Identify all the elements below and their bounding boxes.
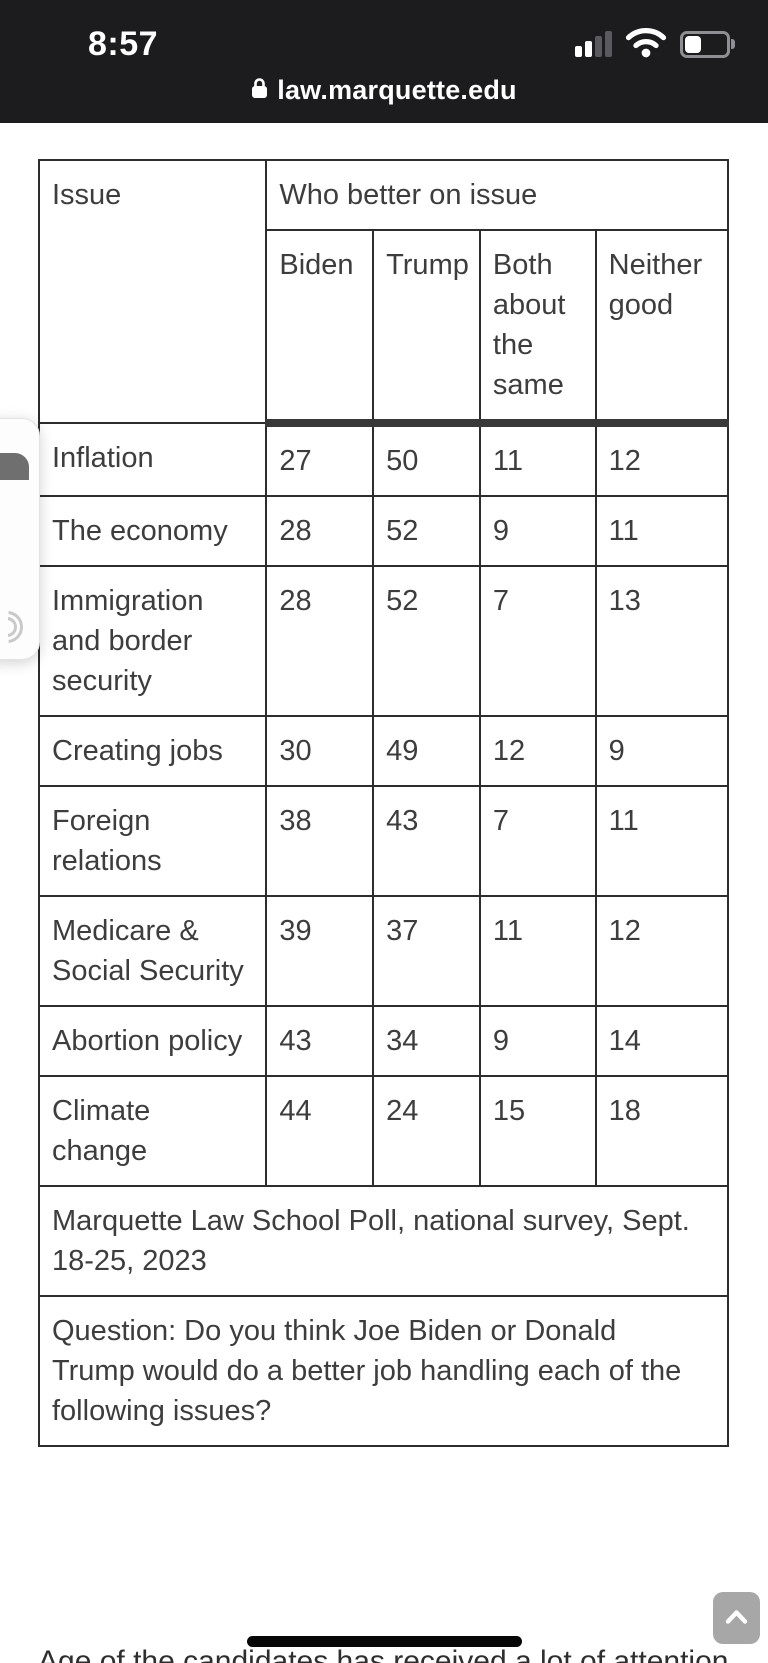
both-value-cell: 11 — [478, 422, 597, 497]
cellular-signal-icon — [575, 31, 612, 57]
scroll-to-top-button[interactable] — [713, 1592, 760, 1644]
status-bar-top-row: 8:57 — [0, 0, 768, 64]
trump-value-cell: 34 — [372, 1005, 481, 1077]
trump-value-cell: 49 — [372, 715, 481, 787]
signal-bar — [595, 36, 602, 57]
source-note: Marquette Law School Poll, national surv… — [38, 1185, 729, 1297]
neither-value-cell: 11 — [594, 785, 730, 897]
table-row: Abortion policy 43 34 9 14 — [37, 1005, 730, 1077]
trump-value-cell: 37 — [372, 895, 481, 1007]
neither-value-cell: 12 — [594, 422, 730, 497]
url-text: law.marquette.edu — [277, 75, 517, 105]
biden-value-cell: 38 — [265, 785, 375, 897]
issue-cell: Inflation — [37, 422, 268, 497]
neither-value-cell: 14 — [594, 1005, 730, 1077]
issue-column-header: Issue — [37, 159, 268, 424]
chevron-up-icon — [725, 1609, 748, 1627]
biden-value-cell: 27 — [265, 422, 375, 497]
biden-value-cell: 28 — [265, 565, 375, 717]
table-row: Immigration and border security 28 52 7 … — [37, 565, 730, 717]
table-row: Inflation 27 50 11 12 — [37, 422, 730, 497]
table-row: Creating jobs 30 49 12 9 — [37, 715, 730, 787]
group-header: Who better on issue — [265, 159, 729, 231]
wifi-icon — [625, 26, 667, 63]
column-header-both: Both about the same — [478, 229, 597, 427]
signal-bar — [585, 41, 592, 57]
trump-value-cell: 50 — [372, 422, 481, 497]
poll-table-body: Inflation 27 50 11 12 The economy 28 52 … — [37, 422, 730, 1187]
both-value-cell: 9 — [478, 495, 597, 567]
both-value-cell: 12 — [478, 715, 597, 787]
neither-value-cell: 9 — [594, 715, 730, 787]
poll-table-notes: Marquette Law School Poll, national surv… — [38, 1185, 729, 1447]
biden-value-cell: 43 — [265, 1005, 375, 1077]
biden-value-cell: 30 — [265, 715, 375, 787]
trump-value-cell: 43 — [372, 785, 481, 897]
column-header-biden: Biden — [265, 229, 375, 427]
trump-value-cell: 52 — [372, 565, 481, 717]
issue-cell: Immigration and border security — [37, 565, 268, 717]
next-paragraph-text: Age of the candidates has received a lot… — [38, 1645, 729, 1663]
both-value-cell: 11 — [478, 895, 597, 1007]
biden-value-cell: 44 — [265, 1075, 375, 1187]
neither-value-cell: 13 — [594, 565, 730, 717]
table-row: Climate change 44 24 15 18 — [37, 1075, 730, 1187]
issue-cell: Creating jobs — [37, 715, 268, 787]
issue-cell: The economy — [37, 495, 268, 567]
battery-fill — [685, 35, 701, 53]
neither-value-cell: 11 — [594, 495, 730, 567]
column-header-trump: Trump — [372, 229, 481, 427]
battery-nub — [731, 38, 735, 49]
neither-value-cell: 18 — [594, 1075, 730, 1187]
issue-cell: Climate change — [37, 1075, 268, 1187]
both-value-cell: 9 — [478, 1005, 597, 1077]
biden-value-cell: 39 — [265, 895, 375, 1007]
trump-value-cell: 24 — [372, 1075, 481, 1187]
neither-value-cell: 12 — [594, 895, 730, 1007]
table-row: The economy 28 52 9 11 — [37, 495, 730, 567]
both-value-cell: 7 — [478, 785, 597, 897]
question-note: Question: Do you think Joe Biden or Dona… — [38, 1295, 729, 1447]
signal-bar — [605, 31, 612, 57]
home-indicator[interactable] — [247, 1636, 522, 1647]
widget-handle[interactable] — [0, 453, 29, 480]
issue-cell: Foreign relations — [37, 785, 268, 897]
status-icons — [575, 26, 735, 63]
table-row: Foreign relations 38 43 7 11 — [37, 785, 730, 897]
clock: 8:57 — [88, 24, 159, 63]
both-value-cell: 7 — [478, 565, 597, 717]
issue-cell: Medicare & Social Security — [37, 895, 268, 1007]
table-row: Medicare & Social Security 39 37 11 12 — [37, 895, 730, 1007]
status-bar: 8:57 — [0, 0, 768, 123]
side-floating-widget[interactable] — [0, 418, 40, 660]
both-value-cell: 15 — [478, 1075, 597, 1187]
lock-icon — [251, 75, 268, 106]
column-header-neither: Neither good — [594, 229, 730, 427]
issue-cell: Abortion policy — [37, 1005, 268, 1077]
signal-bar — [575, 46, 582, 57]
poll-table: Issue Who better on issue Biden Trump Bo… — [37, 159, 730, 1447]
battery-icon — [680, 30, 735, 58]
biden-value-cell: 28 — [265, 495, 375, 567]
url-bar[interactable]: law.marquette.edu — [0, 75, 768, 106]
poll-table-header: Issue Who better on issue Biden Trump Bo… — [37, 159, 730, 427]
trump-value-cell: 52 — [372, 495, 481, 567]
